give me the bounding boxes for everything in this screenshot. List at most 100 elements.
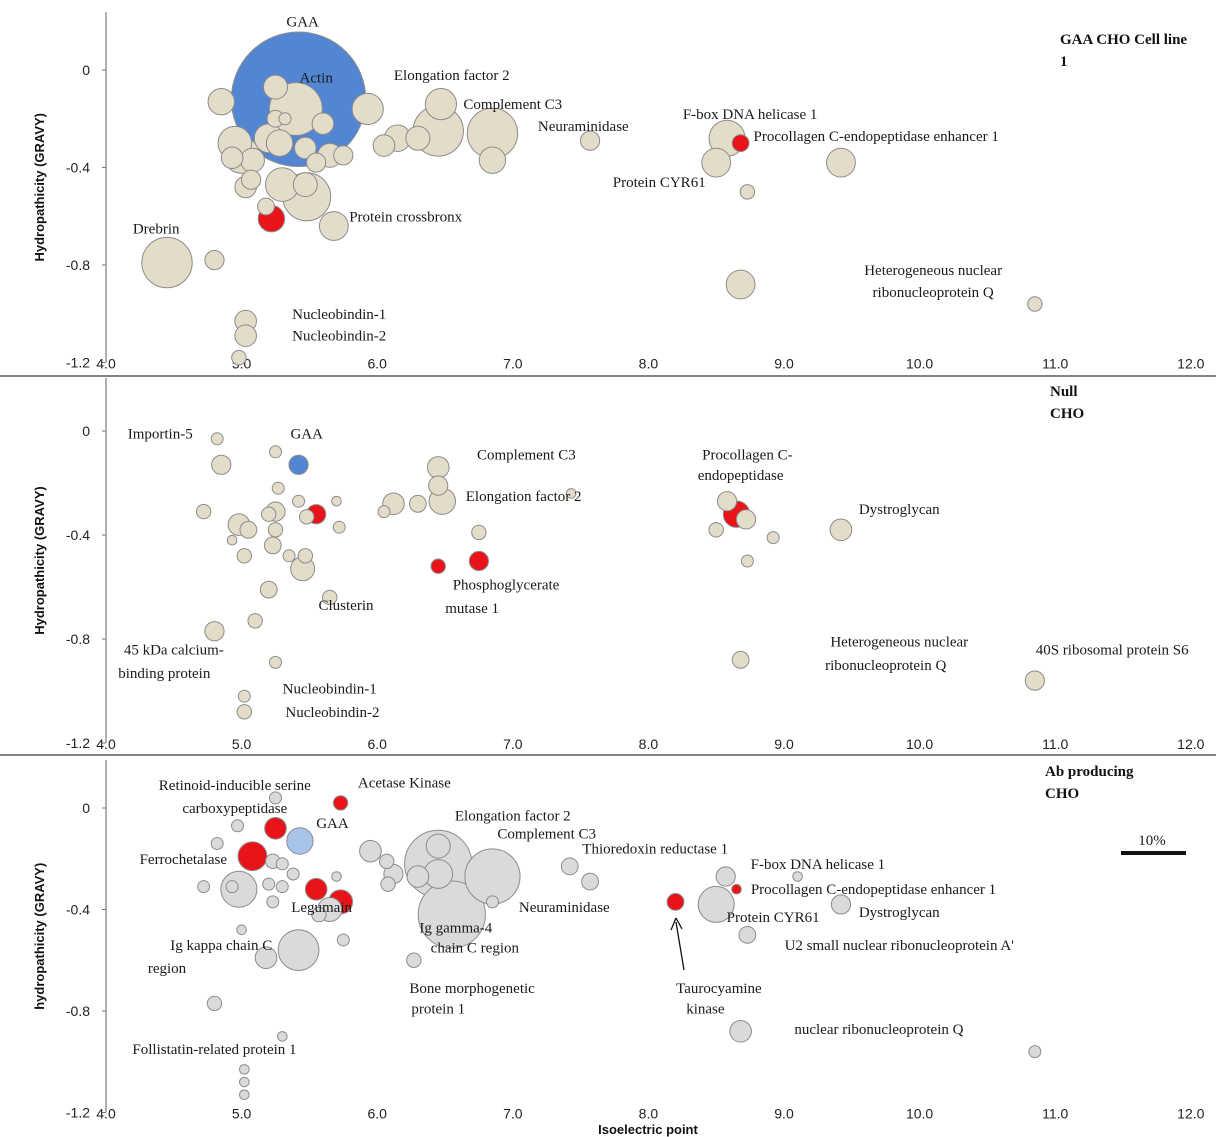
bubble-point [263, 536, 282, 555]
protein-label: nuclear ribonucleoprotein Q [794, 1022, 963, 1038]
x-axis-label: Isoelectric point [598, 1122, 698, 1137]
bubble-point [275, 880, 289, 894]
x-tick-label: 11.0 [1042, 1106, 1068, 1122]
protein-label: Actin [300, 70, 334, 86]
bubble-point [405, 125, 431, 151]
bubble-point [306, 152, 327, 173]
bubble-point [237, 841, 268, 872]
protein-label: ribonucleoprotein Q [873, 285, 994, 301]
bubble-point [204, 250, 225, 271]
protein-label: Ig kappa chain C [170, 938, 272, 954]
y-tick-label: -1.2 [66, 735, 90, 751]
x-tick-label: 7.0 [503, 736, 523, 752]
bubble-point [322, 589, 338, 606]
bubble-point [406, 952, 422, 968]
bubble-point [738, 925, 757, 944]
protein-label: 40S ribosomal protein S6 [1036, 642, 1189, 658]
x-tick-label: 7.0 [503, 1106, 523, 1122]
bubble-point [269, 791, 282, 805]
bubble-point [378, 853, 395, 869]
bubble-point [257, 197, 275, 216]
bubble-point [240, 169, 262, 190]
bubble-point [220, 870, 258, 908]
bubble-point [286, 867, 300, 881]
bubble-point [792, 871, 803, 882]
y-tick-label: -1.2 [66, 355, 90, 371]
bubble-point [278, 112, 292, 126]
bubble-point [565, 488, 577, 499]
bubble-point [264, 817, 287, 840]
bubble-point [468, 550, 489, 572]
bubble-point [333, 145, 354, 166]
bubble-point [478, 146, 507, 174]
bubble-point [247, 613, 263, 629]
protein-label: GAA [316, 816, 349, 832]
bubble-point [239, 1064, 250, 1075]
bubble-point [715, 866, 736, 887]
bubble-point [239, 1089, 250, 1101]
bubble-point [292, 172, 318, 198]
protein-label: endopeptidase [698, 468, 784, 484]
bubble-point [731, 650, 750, 669]
protein-label: Procollagen C-endopeptidase enhancer 1 [751, 882, 996, 898]
y-tick-label: 0 [82, 800, 90, 816]
bubble-point [277, 929, 320, 971]
x-tick-label: 8.0 [639, 1106, 659, 1122]
x-tick-label: 10.0 [906, 356, 933, 372]
bubble-point [292, 494, 306, 508]
y-tick-label: 0 [82, 423, 90, 439]
protein-label: Complement C3 [477, 447, 576, 463]
bubble-point [286, 827, 314, 855]
bubble-point [239, 1076, 250, 1088]
bubble-point [485, 895, 499, 909]
protein-label: Heterogeneous nuclear [830, 635, 968, 651]
x-tick-label: 5.0 [232, 736, 252, 752]
bubble-point [141, 236, 193, 289]
protein-label: protein 1 [411, 1001, 465, 1017]
x-tick-label: 10.0 [906, 1106, 933, 1122]
bubble-point [259, 580, 278, 599]
bubble-point [408, 494, 427, 513]
y-tick-label: -0.4 [66, 160, 90, 176]
protein-label: chain C region [431, 941, 520, 957]
x-tick-label: 11.0 [1042, 736, 1068, 752]
bubble-point [239, 520, 258, 539]
panel-title: CHO [1050, 406, 1084, 422]
bubble-point [311, 112, 335, 135]
protein-label: Complement C3 [463, 97, 562, 113]
bubble-point [262, 877, 276, 891]
bubble-point [207, 87, 235, 116]
bubble-point [318, 211, 349, 241]
bubble-point [225, 880, 239, 894]
bubble-point [424, 88, 458, 121]
x-tick-label: 8.0 [639, 736, 659, 752]
bubble-point [210, 837, 224, 851]
x-tick-label: 6.0 [367, 736, 387, 752]
bubble-point [288, 454, 309, 475]
bubble-point [560, 857, 579, 876]
protein-label: Follistatin-related protein 1 [132, 1042, 296, 1058]
y-tick-label: -0.8 [66, 257, 90, 273]
protein-label: U2 small nuclear ribonucleoprotein A' [785, 938, 1015, 954]
bubble-point [332, 520, 346, 534]
protein-label: Dystroglycan [859, 905, 940, 921]
protein-label: Procollagen C- [702, 447, 792, 463]
protein-label: Retinoid-inducible serine [159, 778, 311, 794]
x-tick-label: 4.0 [96, 1106, 116, 1122]
bubble-point [210, 432, 224, 446]
scale-bar-label: 10% [1138, 833, 1166, 849]
bubble-point [826, 147, 856, 178]
y-axis-label: Hydropathicity (GRAVY) [32, 486, 47, 635]
x-tick-label: 8.0 [639, 356, 659, 372]
bubble-point [231, 819, 245, 833]
bubble-point [336, 933, 350, 947]
bubble-point [716, 491, 738, 512]
bubble-point [271, 481, 285, 495]
bubble-point [206, 995, 223, 1012]
bubble-point [428, 475, 449, 496]
annotation-arrow [675, 921, 685, 971]
x-tick-label: 11.0 [1042, 356, 1068, 372]
x-tick-label: 9.0 [774, 736, 794, 752]
x-tick-label: 12.0 [1177, 356, 1204, 372]
